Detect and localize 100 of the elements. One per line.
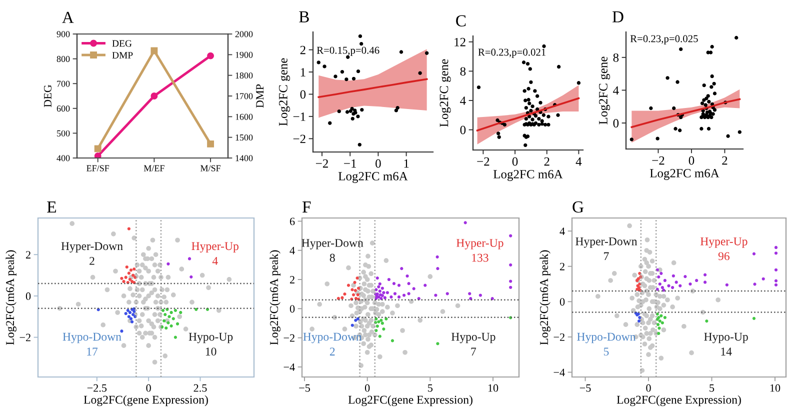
x-tick-label: −2.5 (87, 384, 107, 392)
annotation: Hyper-Down 2 (61, 242, 123, 265)
annotation: Hypo-Up 10 (188, 332, 233, 356)
x-tick-label: 10 (488, 384, 498, 392)
x-tick-label: 1 (404, 159, 409, 168)
annotation: Hypo-Up 7 (451, 332, 496, 356)
y-tick-label: 0 (560, 298, 565, 306)
y-tick-label: 4 (460, 96, 466, 105)
y-tick-label: 0 (26, 292, 31, 300)
chart-title: A (62, 12, 74, 23)
y-tick-label: 1 (300, 68, 306, 76)
annotation: Hyper-Up 4 (192, 242, 238, 265)
x-tick-label: 0 (364, 384, 370, 392)
x-axis-title: Log2FC(gene Expression) (348, 395, 472, 406)
x-tick-label: EF/SF (86, 165, 110, 172)
x-axis-title: Log2FC(gene Expression) (616, 395, 741, 406)
y-tick-label: −2 (293, 134, 306, 144)
x-tick-label: 5 (428, 384, 433, 392)
y-axis-title: Log2FC(m6A peak) (6, 250, 16, 345)
x-tick-label: 0 (646, 384, 651, 392)
x-tick-label: 0 (688, 156, 694, 165)
x-tick-label: 5 (710, 384, 714, 392)
annotation: R=0.23,p=0.025 (630, 35, 698, 44)
y-axis-title: Log2FC gene (440, 59, 451, 127)
y-tick-label: 2 (300, 46, 306, 54)
y-tick-label: 4 (560, 228, 565, 235)
x-tick-label: −1 (344, 159, 356, 168)
y-axis-title: Log2FC(m6A peak) (540, 250, 550, 345)
y-tick-label: −4 (284, 363, 295, 371)
x-axis-title: Log2FC(gene Expression) (84, 395, 208, 406)
x-axis-title: Log2FC m6A (338, 172, 408, 184)
y-tick-label: 8 (460, 67, 466, 76)
y-tick-label: 800 (56, 56, 70, 62)
x-tick-label: 2 (722, 156, 728, 165)
x-tick-label: 0 (512, 157, 518, 166)
annotation: Hyper-Up 133 (456, 239, 504, 262)
y-tick-label: 2 (290, 276, 294, 284)
chart-title: E (47, 202, 56, 212)
chart-title: G (572, 201, 584, 213)
annotation: Hypo-Down 5 (577, 332, 636, 356)
annotation: R=0.23,p=0.021 (478, 48, 546, 58)
y2-tick-label: 1700 (236, 93, 253, 100)
y-axis-title: DEG (44, 84, 52, 108)
x-tick-label: −5 (299, 384, 310, 392)
x-tick-label: 2.5 (194, 384, 207, 392)
y-tick-label: −1 (293, 112, 306, 121)
y-tick-label: 600 (56, 106, 70, 112)
y-tick-label: 2 (26, 251, 30, 258)
y-tick-label: −2 (554, 333, 564, 341)
x-tick-label: 4 (576, 157, 582, 166)
x-tick-label: 2 (544, 157, 550, 166)
y-tick-label: 8 (613, 53, 619, 62)
annotation: Hypo-Down 17 (62, 332, 122, 356)
y-tick-label: 6 (290, 218, 295, 226)
y2-tick-label: 1600 (236, 114, 253, 120)
y-tick-label: 2 (560, 262, 564, 270)
y-tick-label: 4 (290, 246, 295, 254)
y2-tick-label: 1500 (236, 134, 253, 141)
x-tick-label: −2 (316, 159, 328, 168)
y-tick-label: 900 (56, 31, 70, 38)
legend-label: DEG (112, 40, 132, 47)
annotation: Hyper-Down 8 (302, 239, 364, 262)
y2-tick-label: 2000 (235, 31, 253, 38)
y-tick-label: 0 (300, 90, 306, 99)
annotation: Hypo-Up 14 (704, 332, 748, 356)
chart-title: D (612, 11, 624, 22)
y-tick-label: 400 (56, 155, 70, 162)
x-axis-title: Log2FC m6A (650, 169, 720, 180)
chart-title: B (299, 11, 309, 22)
y-axis-title: Log2FC gene (279, 58, 290, 126)
x-tick-label: M/EF (144, 165, 164, 172)
y2-tick-label: 1400 (236, 155, 253, 162)
annotation: R=0.15,p=0.46 (316, 46, 380, 56)
y-tick-label: 0 (613, 119, 619, 128)
y-axis-title: Log2FC(m6A peak) (270, 250, 280, 345)
y-tick-label: 0 (460, 126, 466, 134)
x-tick-label: −5 (580, 384, 591, 392)
x-tick-label: 0 (376, 159, 381, 168)
y-tick-label: 500 (57, 130, 70, 136)
y-tick-label: −4 (554, 368, 565, 376)
chart-title: C (456, 15, 466, 26)
y-tick-label: 700 (57, 80, 70, 87)
annotation: Hyper-Down 7 (576, 237, 638, 260)
x-tick-label: −2 (652, 156, 664, 165)
y-axis-title: Log2FC gene (599, 56, 610, 124)
legend-label: DMP (112, 52, 133, 58)
y-tick-label: 4 (613, 86, 619, 95)
y-tick-label: 12 (454, 38, 466, 46)
x-tick-label: 10 (770, 384, 780, 392)
y2-tick-label: 1900 (236, 52, 253, 58)
x-tick-label: −2 (477, 157, 490, 166)
x-axis-title: Log2FC m6A (493, 170, 563, 182)
y2-tick-label: 1800 (236, 72, 253, 79)
chart-title: F (302, 202, 311, 212)
annotation: Hyper-Up 96 (700, 237, 748, 260)
x-tick-label: 0 (146, 384, 151, 392)
y2-axis-title: DMP (256, 84, 264, 108)
y-tick-label: −2 (20, 334, 30, 342)
y-tick-label: 0 (290, 305, 295, 313)
x-tick-label: M/SF (200, 165, 220, 172)
